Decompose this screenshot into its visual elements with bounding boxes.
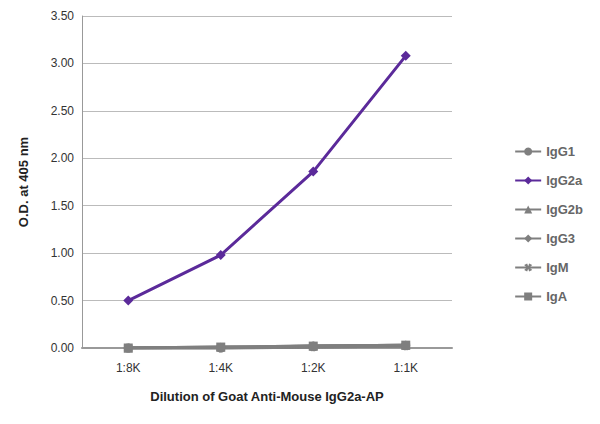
svg-text:O.D. at 405 nm: O.D. at 405 nm <box>16 137 31 227</box>
svg-text:1.00: 1.00 <box>51 246 75 260</box>
svg-text:IgM: IgM <box>546 260 568 275</box>
svg-text:3.50: 3.50 <box>51 9 75 23</box>
svg-text:1:2K: 1:2K <box>301 361 326 375</box>
svg-text:IgG2b: IgG2b <box>546 202 583 217</box>
svg-text:1.50: 1.50 <box>51 199 75 213</box>
svg-text:IgG2a: IgG2a <box>546 173 583 188</box>
svg-text:Dilution of Goat Anti-Mouse Ig: Dilution of Goat Anti-Mouse IgG2a-AP <box>150 389 384 404</box>
svg-text:0.50: 0.50 <box>51 294 75 308</box>
svg-text:IgG1: IgG1 <box>546 144 575 159</box>
svg-text:1:1K: 1:1K <box>393 361 418 375</box>
svg-text:2.00: 2.00 <box>51 151 75 165</box>
svg-text:0.00: 0.00 <box>51 341 75 355</box>
svg-text:IgA: IgA <box>546 289 568 304</box>
svg-text:2.50: 2.50 <box>51 104 75 118</box>
svg-text:1:4K: 1:4K <box>208 361 233 375</box>
svg-text:1:8K: 1:8K <box>116 361 141 375</box>
svg-text:IgG3: IgG3 <box>546 231 575 246</box>
svg-text:3.00: 3.00 <box>51 56 75 70</box>
